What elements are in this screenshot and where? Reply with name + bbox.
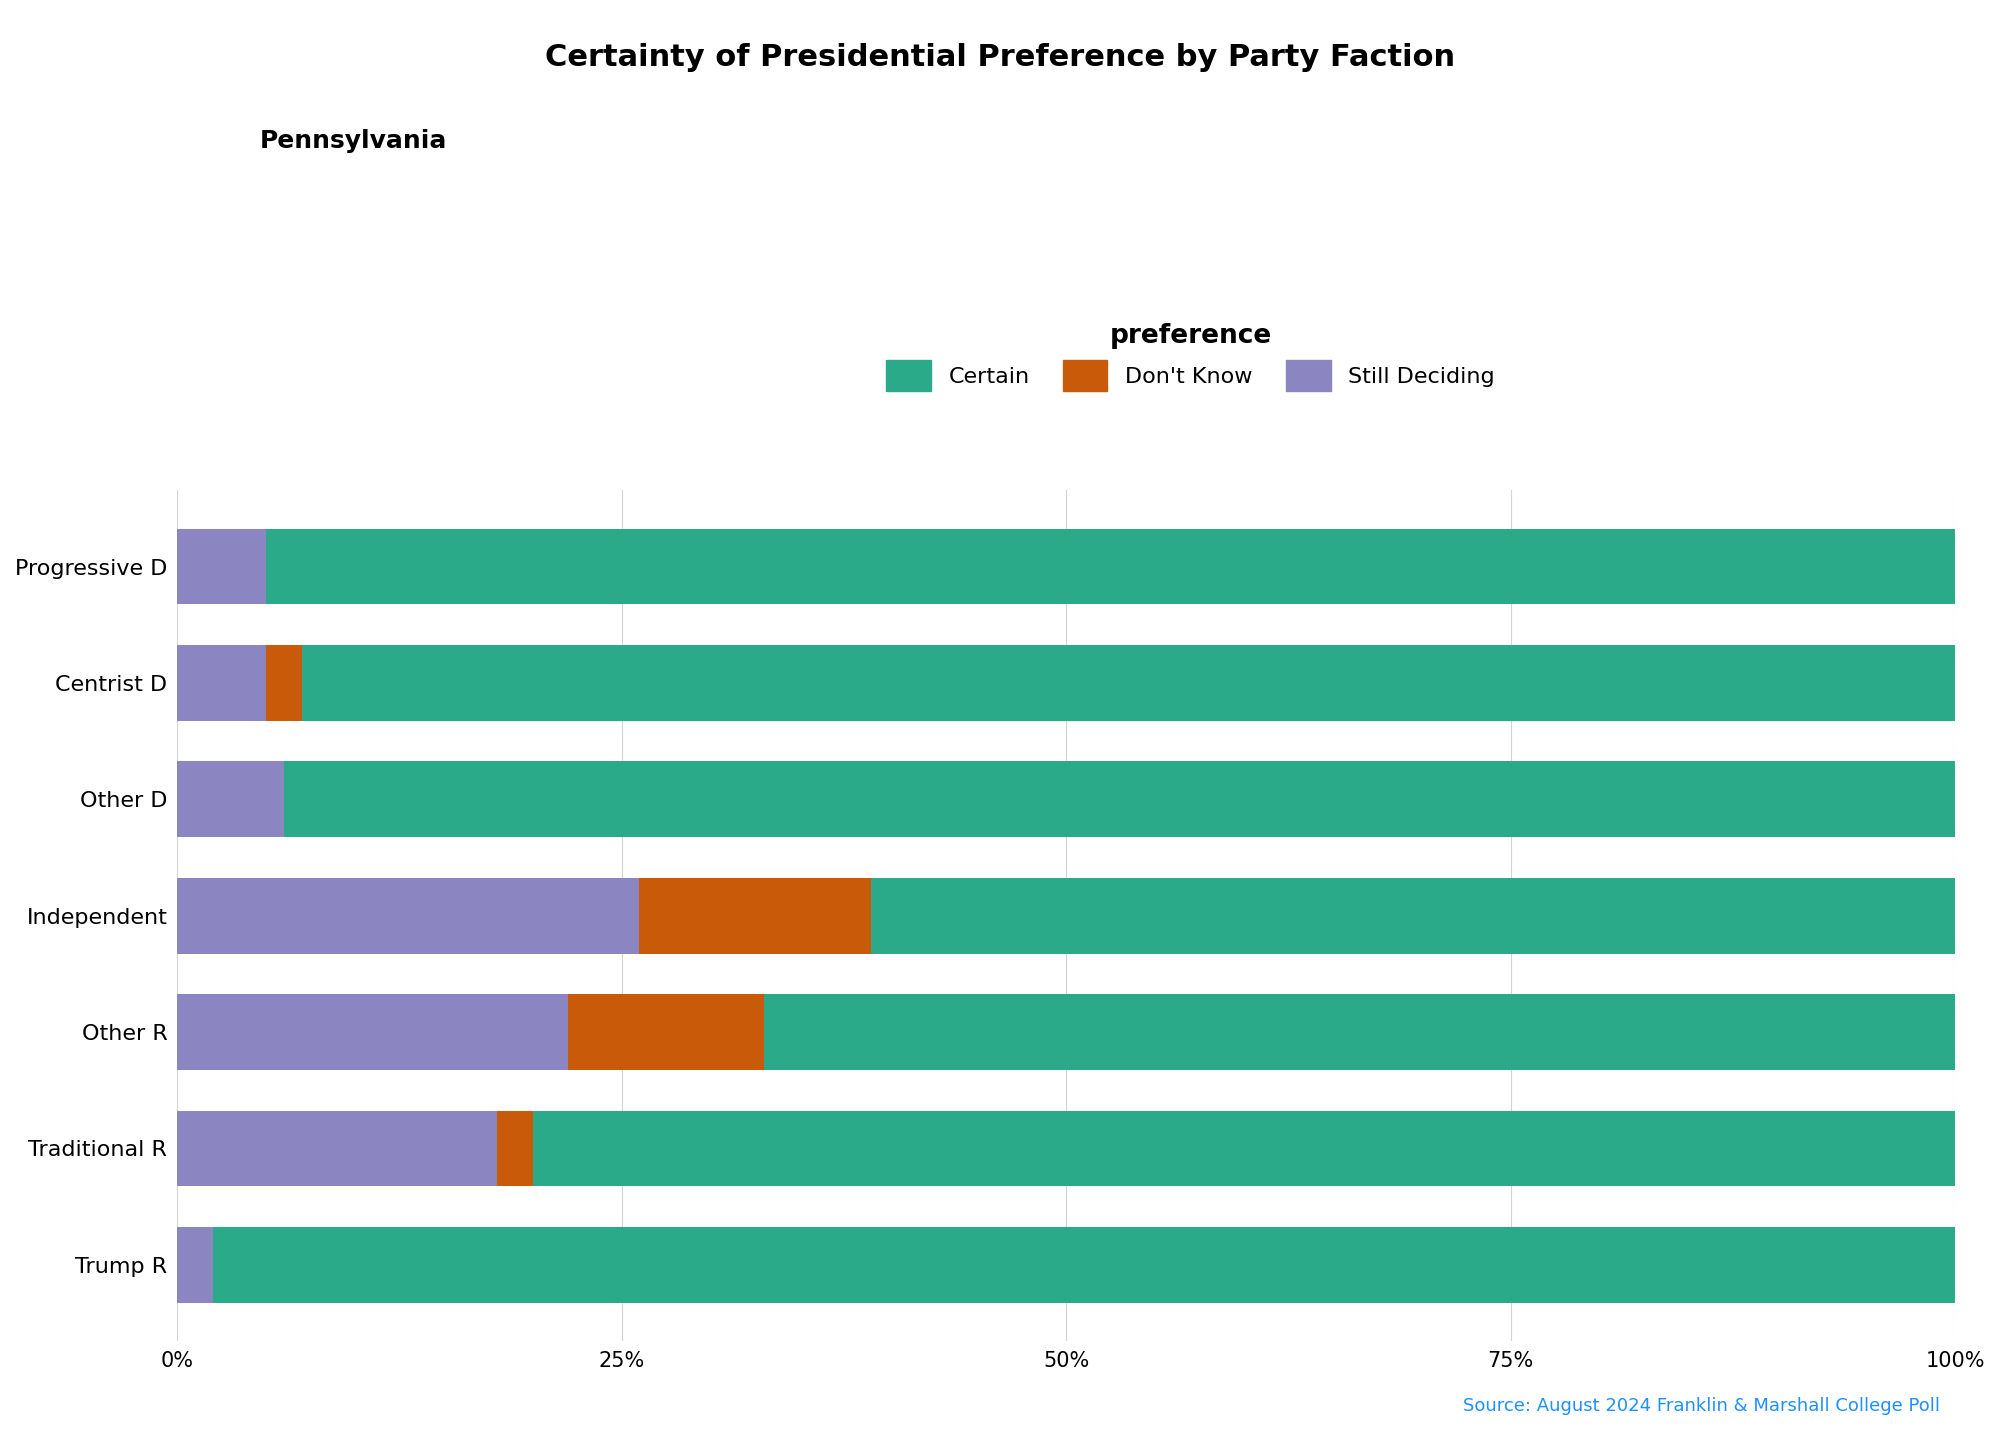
Bar [764,995,1956,1070]
Bar [212,1228,1956,1303]
Bar [640,877,870,953]
Legend: Certain, Don't Know, Still Deciding: Certain, Don't Know, Still Deciding [878,314,1504,400]
Bar [498,1110,532,1186]
Bar [178,995,568,1070]
Bar [532,1110,1956,1186]
Bar [568,995,764,1070]
Bar [178,529,266,604]
Bar [302,644,1956,720]
Bar [178,762,284,837]
Bar [266,644,302,720]
Text: Certainty of Presidential Preference by Party Faction: Certainty of Presidential Preference by … [544,43,1456,71]
Bar [178,1228,212,1303]
Text: Source: August 2024 Franklin & Marshall College Poll: Source: August 2024 Franklin & Marshall … [1464,1396,1940,1415]
Bar [284,762,1956,837]
Text: Pennsylvania: Pennsylvania [260,129,448,153]
Bar [178,1110,498,1186]
Bar [178,877,640,953]
Bar [266,529,1956,604]
Bar [178,644,266,720]
Bar [870,877,1956,953]
